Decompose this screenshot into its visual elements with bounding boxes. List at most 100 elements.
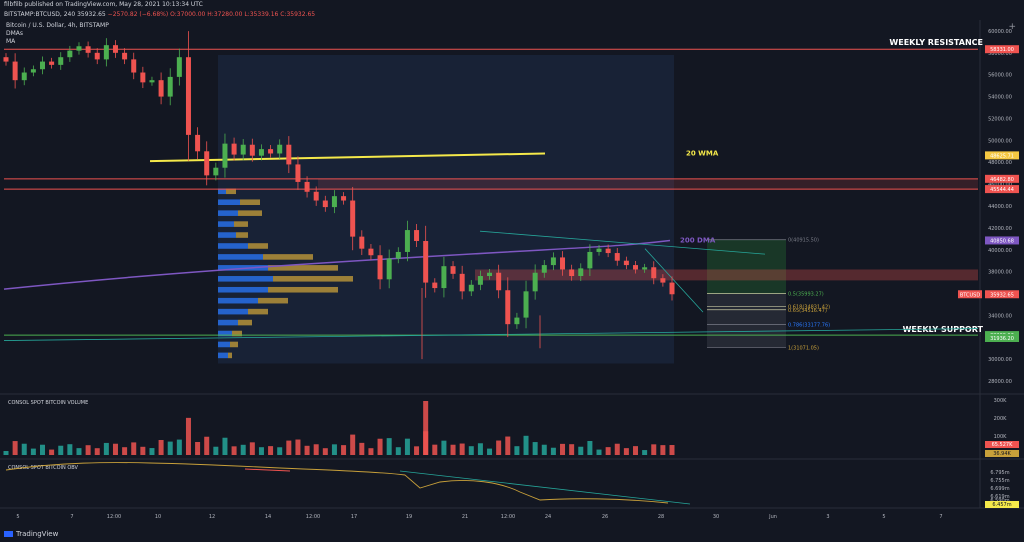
- candle: [660, 278, 666, 283]
- candle: [459, 273, 465, 292]
- time-tick-17: 5: [882, 514, 885, 520]
- volume-bar: [167, 441, 173, 455]
- wma-line: [149, 152, 546, 163]
- price-tick-40000: 40000.00: [988, 248, 1012, 254]
- highlight-region: [218, 55, 674, 364]
- symbol-line: BITSTAMP:BTCUSD, 240 35932.65 −2570.82 (…: [4, 10, 1024, 20]
- obv-last-tag: 6.457m: [992, 502, 1011, 508]
- candle: [642, 267, 648, 270]
- volume-bar: [541, 444, 547, 455]
- candle: [450, 266, 456, 274]
- candle: [67, 50, 73, 58]
- obv-last-tag-bg: [985, 501, 1019, 508]
- ohlc-values: O:37000.00 H:37280.00 L:35339.16 C:35932…: [170, 11, 316, 18]
- volume-profile-bar: [218, 276, 273, 282]
- candle: [441, 266, 447, 289]
- candle: [377, 255, 383, 280]
- candle: [85, 46, 91, 53]
- volume-bar: [523, 435, 529, 455]
- volume-bar: [185, 417, 191, 455]
- volume-profile-bar: [218, 254, 263, 260]
- volume-bar: [341, 445, 347, 455]
- obv-title: CONSOL SPOT BITCOIN OBV: [8, 465, 79, 471]
- price-tick-42000: 42000.00: [988, 226, 1012, 232]
- volume-bar: [505, 436, 511, 455]
- tradingview-watermark: TradingView: [4, 530, 58, 538]
- price-tick-34000: 34000.00: [988, 313, 1012, 319]
- level-label-0: WEEKLY RESISTANCE: [889, 38, 983, 47]
- volume-bar: [331, 444, 337, 455]
- legend-indicator-ma[interactable]: MA: [6, 38, 16, 45]
- candle: [249, 144, 255, 156]
- top-info-bar: filbfilb published on TradingView.com, M…: [0, 0, 1024, 20]
- volume-bar: [268, 446, 274, 455]
- volume-bar: [432, 444, 438, 455]
- candle: [569, 269, 575, 277]
- fib-zone-lower: [707, 293, 786, 348]
- volume-profile-bar: [218, 188, 226, 195]
- price-tick-52000: 52000.00: [988, 116, 1012, 122]
- volume-bar: [660, 445, 666, 455]
- volume-bar: [213, 446, 219, 455]
- price-tag-3: 31936.20: [990, 336, 1014, 342]
- volume-bar: [3, 451, 9, 455]
- price-tick-28000: 28000.00: [988, 379, 1012, 385]
- time-tick-8: 19: [406, 514, 412, 520]
- price-tick-56000: 56000.00: [988, 73, 1012, 79]
- volume-bar: [496, 440, 502, 455]
- price-tag-bg-2: [985, 290, 1019, 299]
- volume-bar: [651, 444, 657, 455]
- volume-bar: [195, 442, 201, 455]
- volume-bar: [587, 441, 593, 455]
- level-tag-bg-0: [985, 45, 1019, 54]
- candle: [496, 272, 502, 291]
- candle: [185, 57, 191, 135]
- volume-bar: [395, 447, 401, 455]
- time-tick-18: 7: [939, 514, 942, 520]
- price-tick-54000: 54000.00: [988, 95, 1012, 101]
- volume-bar: [112, 443, 118, 455]
- volume-profile-bar: [230, 341, 238, 348]
- level-tag-2: 45544.44: [990, 187, 1014, 193]
- price-tag-0: 48625.71: [990, 153, 1014, 159]
- candle: [633, 265, 639, 270]
- obv-tick-3: 6.619m: [990, 494, 1009, 500]
- candle: [158, 80, 164, 97]
- candle: [304, 181, 310, 192]
- currency-label-bg: [958, 290, 982, 299]
- volume-ma-tag: 36.94K: [993, 451, 1011, 457]
- level-tag-bg-2: [985, 185, 1019, 194]
- volume-profile-bar: [240, 199, 260, 205]
- resistance-band: [318, 178, 978, 190]
- add-icon[interactable]: +: [1008, 22, 1016, 32]
- volume-bar: [286, 440, 292, 455]
- price-tag-bg-3: [985, 333, 1019, 342]
- price-tick-48000: 48000.00: [988, 160, 1012, 166]
- candle: [331, 196, 337, 208]
- price-tick-58000: 58000.00: [988, 51, 1012, 57]
- candle: [505, 290, 511, 325]
- fib-label-3: 0.65(34516.47): [788, 308, 827, 314]
- candle: [258, 149, 264, 156]
- volume-bar: [569, 444, 575, 455]
- volume-profile-bar: [218, 265, 268, 271]
- volume-bar: [386, 438, 392, 455]
- price-tag-bg-0: [985, 151, 1019, 160]
- legend-indicator-dmas[interactable]: DMAs: [6, 30, 24, 37]
- price-tag-1: 40850.68: [990, 238, 1014, 244]
- candle: [322, 200, 328, 208]
- candle: [204, 151, 210, 176]
- volume-profile-bar: [218, 232, 236, 238]
- volume-bar: [623, 448, 629, 455]
- candle: [49, 61, 55, 65]
- candle: [39, 61, 45, 70]
- volume-bar: [560, 443, 566, 455]
- price-change: −2570.82 (−6.68%): [107, 11, 169, 18]
- current-resistance-band: [475, 269, 978, 281]
- candle: [195, 134, 201, 152]
- volume-bar: [67, 444, 73, 455]
- candle: [295, 164, 301, 182]
- candle: [605, 248, 611, 254]
- price-tick-38000: 38000.00: [988, 270, 1012, 276]
